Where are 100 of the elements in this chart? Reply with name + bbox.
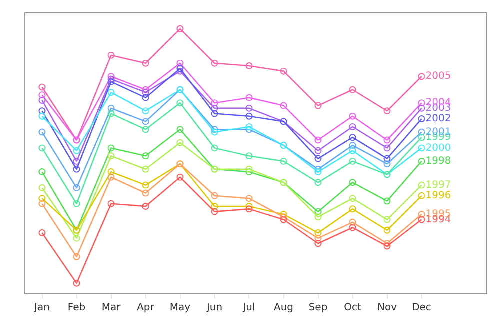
point bbox=[384, 198, 391, 205]
point bbox=[418, 144, 426, 152]
point bbox=[108, 168, 115, 176]
point bbox=[38, 112, 46, 120]
point bbox=[73, 234, 80, 242]
point bbox=[108, 110, 115, 118]
point bbox=[38, 230, 46, 237]
point bbox=[418, 182, 426, 189]
point bbox=[246, 104, 253, 112]
point bbox=[142, 94, 150, 102]
point bbox=[314, 155, 322, 162]
point bbox=[38, 184, 46, 192]
point bbox=[142, 60, 150, 67]
point bbox=[384, 136, 391, 144]
point bbox=[418, 158, 426, 165]
point bbox=[349, 206, 356, 213]
point bbox=[73, 166, 80, 173]
point bbox=[418, 216, 426, 224]
point bbox=[142, 152, 150, 160]
point bbox=[73, 158, 80, 165]
series-label: 2005 bbox=[426, 71, 452, 82]
point bbox=[108, 144, 115, 152]
point bbox=[38, 108, 46, 115]
point bbox=[176, 174, 184, 181]
point bbox=[384, 160, 391, 168]
point bbox=[38, 195, 46, 202]
point bbox=[280, 68, 288, 75]
x-tick-label: Mar bbox=[102, 302, 122, 314]
point bbox=[142, 108, 150, 115]
point bbox=[246, 112, 253, 120]
point bbox=[314, 240, 322, 248]
x-tick-label: May bbox=[170, 302, 191, 314]
point bbox=[246, 152, 253, 160]
x-tick-label: Nov bbox=[377, 302, 398, 314]
point bbox=[349, 134, 356, 142]
point bbox=[246, 166, 253, 173]
point bbox=[418, 73, 426, 80]
point bbox=[246, 195, 253, 202]
point bbox=[349, 195, 356, 202]
point bbox=[142, 126, 150, 134]
point bbox=[314, 147, 322, 154]
point bbox=[142, 86, 150, 94]
point bbox=[211, 104, 218, 112]
point bbox=[211, 203, 218, 210]
point bbox=[73, 184, 80, 192]
point bbox=[280, 214, 288, 221]
x-tick-label: Jun bbox=[206, 302, 223, 314]
point bbox=[176, 25, 184, 32]
point bbox=[108, 76, 115, 83]
point bbox=[176, 60, 184, 67]
point bbox=[108, 78, 115, 86]
point bbox=[38, 168, 46, 176]
point bbox=[418, 116, 426, 123]
point bbox=[280, 158, 288, 165]
point bbox=[38, 144, 46, 152]
point bbox=[246, 206, 253, 213]
point bbox=[384, 144, 391, 152]
point bbox=[108, 52, 115, 59]
point bbox=[280, 210, 288, 218]
point bbox=[108, 174, 115, 181]
point bbox=[73, 200, 80, 208]
point bbox=[142, 203, 150, 210]
point bbox=[349, 158, 356, 165]
point bbox=[108, 73, 115, 80]
point bbox=[176, 100, 184, 107]
point bbox=[108, 200, 115, 208]
point bbox=[176, 68, 184, 75]
point bbox=[211, 100, 218, 107]
point bbox=[418, 100, 426, 107]
point bbox=[246, 126, 253, 134]
point bbox=[314, 230, 322, 237]
point bbox=[314, 136, 322, 144]
point bbox=[142, 118, 150, 126]
series-label: 2000 bbox=[426, 142, 452, 154]
x-tick-label: Jan bbox=[34, 302, 50, 314]
x-tick-label: Oct bbox=[344, 302, 362, 314]
point bbox=[142, 89, 150, 96]
point bbox=[246, 203, 253, 210]
point bbox=[246, 123, 253, 130]
point bbox=[142, 182, 150, 189]
point bbox=[73, 253, 80, 260]
point bbox=[384, 226, 391, 234]
x-tick-label: Jul bbox=[242, 302, 256, 314]
point bbox=[418, 104, 426, 112]
point bbox=[38, 200, 46, 208]
point bbox=[108, 89, 115, 96]
point bbox=[349, 147, 356, 154]
point bbox=[211, 144, 218, 152]
x-tick-label: Sep bbox=[308, 302, 328, 314]
point bbox=[384, 240, 391, 248]
point bbox=[314, 179, 322, 186]
point bbox=[280, 102, 288, 110]
point bbox=[384, 108, 391, 115]
point bbox=[384, 216, 391, 224]
point bbox=[349, 218, 356, 226]
point bbox=[211, 126, 218, 134]
point bbox=[418, 210, 426, 218]
series-label: 1996 bbox=[426, 190, 452, 202]
point bbox=[384, 155, 391, 162]
point bbox=[349, 86, 356, 94]
